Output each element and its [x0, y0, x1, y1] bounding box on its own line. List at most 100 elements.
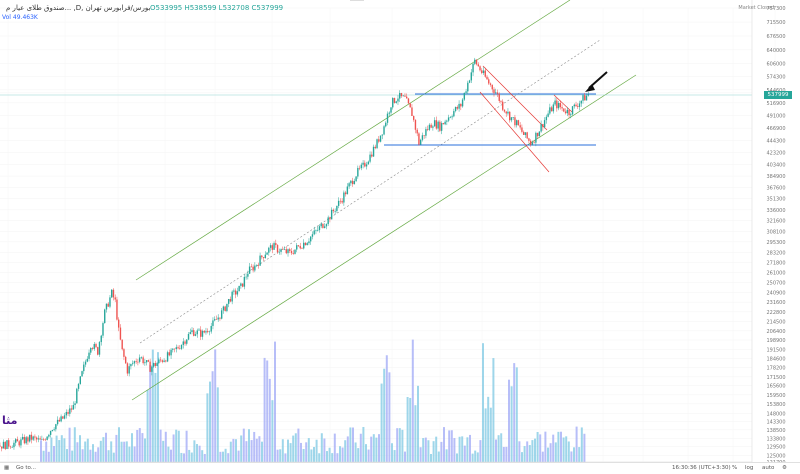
symbol-title[interactable]: صندوق طلای عیار م... ,D, بورس/فرابورس ته…: [6, 4, 151, 12]
volume-bar: [458, 436, 461, 462]
log-toggle[interactable]: log: [745, 465, 754, 471]
candle-body: [489, 83, 492, 85]
candle-body: [365, 164, 368, 167]
candle-body: [414, 119, 417, 130]
percent-toggle[interactable]: %: [732, 465, 738, 471]
candle-body: [376, 139, 378, 149]
price-tick-label: 250700: [766, 281, 785, 287]
volume-bar: [302, 449, 305, 462]
volume-bar: [427, 440, 430, 462]
volume-bar: [521, 452, 523, 462]
volume-bar: [157, 352, 159, 462]
candle-body: [245, 276, 247, 278]
candle-body: [165, 360, 167, 362]
candle-body: [77, 383, 80, 389]
volume-bar: [523, 446, 526, 462]
candle-body: [428, 124, 431, 130]
candle-body: [175, 347, 178, 350]
auto-toggle[interactable]: auto: [762, 465, 775, 471]
candle-body: [474, 59, 476, 64]
candle-body: [226, 303, 228, 311]
price-tick-label: 606000: [766, 61, 785, 67]
candle-body: [156, 363, 158, 366]
volume-bar: [554, 442, 557, 462]
volume-bar: [352, 427, 354, 462]
volume-bar: [89, 449, 92, 462]
candle-body: [542, 124, 544, 128]
candle-body: [137, 361, 139, 363]
volume-bar: [474, 450, 477, 462]
volume-bar: [172, 434, 175, 462]
volume-bar: [123, 441, 126, 462]
volume-bar: [419, 447, 422, 462]
candle-body: [200, 329, 202, 337]
volume-bar: [63, 438, 66, 462]
volume-bar: [422, 438, 425, 462]
red-channel-upper: [482, 65, 548, 131]
volume-bar: [136, 429, 139, 462]
volume-bar: [409, 397, 412, 462]
candle-body: [517, 120, 520, 126]
candle-body: [149, 361, 151, 372]
volume-bar: [76, 442, 79, 462]
candle-body: [390, 107, 392, 113]
candle-body: [561, 107, 563, 109]
candle-body: [11, 447, 13, 448]
candle-body: [48, 434, 50, 437]
candle-body: [186, 339, 188, 344]
volume-bar: [580, 427, 583, 462]
volume-bar: [196, 444, 198, 462]
volume-bar: [401, 429, 404, 462]
volume-bar: [175, 429, 178, 462]
price-tick-label: 191500: [766, 347, 785, 353]
candle-body: [454, 106, 457, 112]
price-tick-label: 159500: [766, 393, 785, 399]
volume-indicator-label[interactable]: Vol 49.463K: [2, 14, 38, 21]
candle-body: [21, 436, 24, 440]
volume-bar: [131, 433, 133, 462]
price-tick-label: 321600: [766, 219, 785, 225]
settings-icon[interactable]: ⚙: [782, 465, 787, 471]
candle-body: [152, 363, 155, 367]
volume-bar: [583, 433, 586, 462]
calendar-icon[interactable]: ▦: [4, 465, 10, 471]
volume-bar: [292, 435, 295, 462]
volume-bar: [417, 385, 419, 462]
candle-body: [227, 299, 230, 304]
volume-bar: [242, 428, 245, 462]
candle-body: [32, 436, 34, 440]
candle-body: [79, 376, 81, 384]
candle-body: [2, 441, 5, 449]
candle-body: [212, 320, 214, 326]
volume-bar: [354, 442, 357, 462]
candle-body: [147, 360, 150, 362]
volume-bar: [492, 358, 495, 462]
candle-body: [388, 112, 390, 114]
volume-bar: [396, 428, 399, 462]
price-tick-label: 295300: [766, 240, 785, 246]
candle-body: [556, 100, 558, 109]
volume-bar: [193, 440, 196, 462]
volume-bar: [562, 437, 565, 462]
candle-body: [362, 162, 364, 165]
candle-body: [16, 439, 19, 442]
volume-bar: [40, 440, 42, 462]
price-axis[interactable]: 1217001250001295001338001385001433001480…: [751, 0, 786, 466]
candle-body: [531, 142, 534, 145]
candle-body: [104, 309, 106, 324]
candle-body: [515, 120, 518, 126]
candle-body: [465, 91, 467, 93]
goto-button[interactable]: Go to...: [16, 465, 37, 471]
price-tick-label: 403400: [766, 162, 785, 168]
candle-body: [378, 139, 380, 142]
candle-body: [374, 146, 376, 149]
candle-body: [404, 95, 406, 97]
candle-body: [86, 358, 88, 362]
candle-body: [304, 242, 307, 246]
candle-body: [161, 360, 164, 362]
volume-bar: [118, 427, 120, 462]
candle-body: [97, 347, 99, 355]
candle-body: [83, 364, 85, 372]
candle-body: [456, 106, 459, 109]
